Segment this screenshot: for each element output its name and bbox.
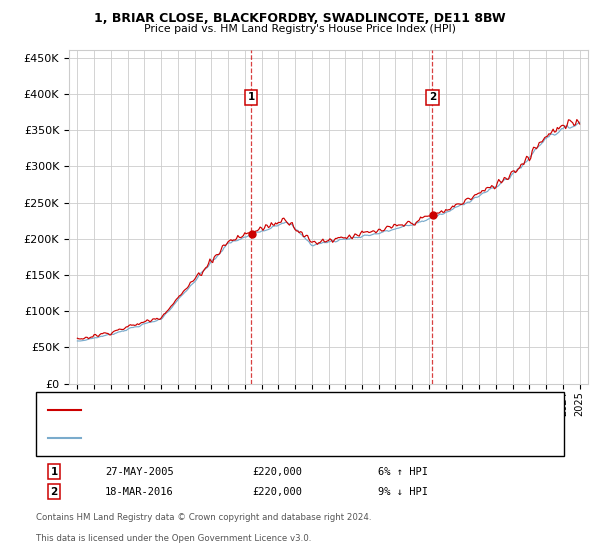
Text: 6% ↑ HPI: 6% ↑ HPI bbox=[378, 466, 428, 477]
Text: 1: 1 bbox=[248, 92, 255, 102]
Text: 1, BRIAR CLOSE, BLACKFORDBY, SWADLINCOTE, DE11 8BW: 1, BRIAR CLOSE, BLACKFORDBY, SWADLINCOTE… bbox=[94, 12, 506, 25]
Text: Price paid vs. HM Land Registry's House Price Index (HPI): Price paid vs. HM Land Registry's House … bbox=[144, 24, 456, 34]
Text: £220,000: £220,000 bbox=[252, 466, 302, 477]
Text: 9% ↓ HPI: 9% ↓ HPI bbox=[378, 487, 428, 497]
Text: 27-MAY-2005: 27-MAY-2005 bbox=[105, 466, 174, 477]
Text: HPI: Average price, detached house, North West Leicestershire: HPI: Average price, detached house, Nort… bbox=[88, 434, 387, 443]
Text: Contains HM Land Registry data © Crown copyright and database right 2024.: Contains HM Land Registry data © Crown c… bbox=[36, 513, 371, 522]
Text: 18-MAR-2016: 18-MAR-2016 bbox=[105, 487, 174, 497]
Text: 1: 1 bbox=[50, 466, 58, 477]
Text: 1, BRIAR CLOSE, BLACKFORDBY, SWADLINCOTE, DE11 8BW (detached house): 1, BRIAR CLOSE, BLACKFORDBY, SWADLINCOTE… bbox=[88, 405, 455, 414]
Text: This data is licensed under the Open Government Licence v3.0.: This data is licensed under the Open Gov… bbox=[36, 534, 311, 543]
Text: £220,000: £220,000 bbox=[252, 487, 302, 497]
Text: 2: 2 bbox=[50, 487, 58, 497]
Text: 2: 2 bbox=[429, 92, 436, 102]
